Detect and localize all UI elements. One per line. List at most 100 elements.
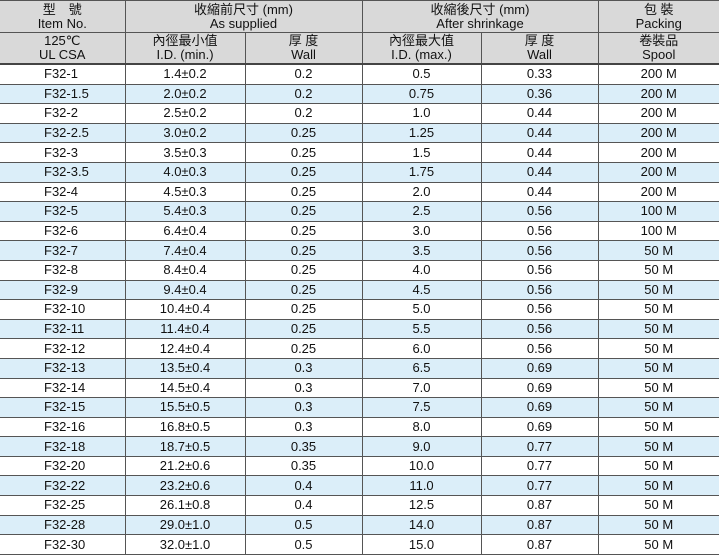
cell-spool: 50 M [597, 318, 719, 340]
cell-id-max: 4.0 [361, 259, 482, 281]
cell-item-no: F32-28 [0, 514, 126, 536]
cell-wall-supplied: 0.25 [244, 181, 363, 203]
cell-id-max: 3.5 [361, 240, 482, 261]
cell-id-max: 3.0 [361, 220, 482, 242]
cell-id-max: 12.5 [361, 495, 482, 516]
cell-id-min: 7.4±0.4 [124, 240, 246, 261]
table-row: F32-22 23.2±0.6 0.4 11.0 0.77 50 M [0, 475, 719, 497]
cell-spool: 100 M [597, 220, 719, 242]
cell-wall-shrunk: 0.44 [480, 122, 599, 144]
cell-spool: 50 M [597, 436, 719, 457]
table-row: F32-14 14.5±0.4 0.3 7.0 0.69 50 M [0, 377, 719, 399]
cell-id-max: 15.0 [361, 534, 482, 555]
cell-id-max: 11.0 [361, 475, 482, 497]
cell-spool: 50 M [597, 279, 719, 301]
table-row: F32-28 29.0±1.0 0.5 14.0 0.87 50 M [0, 514, 719, 536]
cell-spool: 50 M [597, 240, 719, 261]
cell-spool: 50 M [597, 357, 719, 379]
cell-spool: 50 M [597, 534, 719, 555]
cell-spool: 50 M [597, 514, 719, 536]
cell-wall-supplied: 0.3 [244, 416, 363, 438]
cell-wall-shrunk: 0.77 [480, 475, 599, 497]
cell-spool: 200 M [597, 122, 719, 144]
cell-wall-supplied: 0.2 [244, 63, 363, 85]
cell-item-no: F32-22 [0, 475, 126, 497]
cell-id-min: 3.5±0.3 [124, 142, 246, 163]
table-row: F32-7 7.4±0.4 0.25 3.5 0.56 50 M [0, 240, 719, 261]
header-spool: 卷裝品 Spool [597, 32, 719, 65]
cell-item-no: F32-20 [0, 455, 126, 477]
table-row: F32-1.5 2.0±0.2 0.2 0.75 0.36 200 M [0, 83, 719, 105]
cell-id-max: 4.5 [361, 279, 482, 301]
cell-wall-shrunk: 0.69 [480, 357, 599, 379]
cell-id-min: 16.8±0.5 [124, 416, 246, 438]
header-item-no: 型 號 Item No. [0, 0, 126, 33]
cell-item-no: F32-16 [0, 416, 126, 438]
cell-spool: 50 M [597, 377, 719, 399]
cell-item-no: F32-12 [0, 338, 126, 359]
cell-spool: 50 M [597, 299, 719, 320]
table-row: F32-3.5 4.0±0.3 0.25 1.75 0.44 200 M [0, 161, 719, 183]
cell-wall-shrunk: 0.69 [480, 416, 599, 438]
cell-wall-supplied: 0.25 [244, 220, 363, 242]
cell-id-max: 2.5 [361, 201, 482, 222]
cell-id-max: 9.0 [361, 436, 482, 457]
cell-item-no: F32-18 [0, 436, 126, 457]
table-row: F32-12 12.4±0.4 0.25 6.0 0.56 50 M [0, 338, 719, 359]
cell-wall-shrunk: 0.33 [480, 63, 599, 85]
cell-item-no: F32-5 [0, 201, 126, 222]
cell-wall-shrunk: 0.87 [480, 495, 599, 516]
cell-wall-shrunk: 0.44 [480, 181, 599, 203]
cell-item-no: F32-30 [0, 534, 126, 555]
cell-id-min: 13.5±0.4 [124, 357, 246, 379]
cell-item-no: F32-6 [0, 220, 126, 242]
cell-item-no: F32-4 [0, 181, 126, 203]
cell-wall-supplied: 0.3 [244, 357, 363, 379]
header-as-supplied: 收縮前尺寸 (mm) As supplied [124, 0, 363, 33]
header-after-shrinkage: 收縮後尺寸 (mm) After shrinkage [361, 0, 599, 33]
cell-wall-supplied: 0.25 [244, 240, 363, 261]
cell-spool: 100 M [597, 201, 719, 222]
cell-wall-shrunk: 0.87 [480, 534, 599, 555]
cell-wall-shrunk: 0.44 [480, 161, 599, 183]
cell-wall-supplied: 0.25 [244, 299, 363, 320]
cell-id-min: 9.4±0.4 [124, 279, 246, 301]
cell-wall-shrunk: 0.56 [480, 279, 599, 301]
header-id-max: 內徑最大值 I.D. (max.) [361, 32, 482, 65]
cell-wall-shrunk: 0.56 [480, 220, 599, 242]
cell-id-max: 2.0 [361, 181, 482, 203]
cell-wall-shrunk: 0.56 [480, 318, 599, 340]
cell-wall-supplied: 0.2 [244, 83, 363, 105]
cell-id-min: 32.0±1.0 [124, 534, 246, 555]
cell-wall-supplied: 0.25 [244, 122, 363, 144]
cell-item-no: F32-1 [0, 63, 126, 85]
cell-id-max: 7.0 [361, 377, 482, 399]
cell-id-min: 26.1±0.8 [124, 495, 246, 516]
header-id-min: 內徑最小值 I.D. (min.) [124, 32, 246, 65]
cell-item-no: F32-1.5 [0, 83, 126, 105]
table-row: F32-3 3.5±0.3 0.25 1.5 0.44 200 M [0, 142, 719, 163]
cell-wall-supplied: 0.25 [244, 338, 363, 359]
cell-wall-shrunk: 0.56 [480, 240, 599, 261]
table-row: F32-9 9.4±0.4 0.25 4.5 0.56 50 M [0, 279, 719, 301]
cell-spool: 200 M [597, 161, 719, 183]
cell-id-min: 8.4±0.4 [124, 259, 246, 281]
cell-item-no: F32-9 [0, 279, 126, 301]
cell-wall-supplied: 0.25 [244, 201, 363, 222]
cell-spool: 200 M [597, 83, 719, 105]
cell-wall-supplied: 0.5 [244, 514, 363, 536]
cell-id-min: 12.4±0.4 [124, 338, 246, 359]
cell-id-min: 2.5±0.2 [124, 103, 246, 124]
cell-id-max: 8.0 [361, 416, 482, 438]
cell-id-max: 6.0 [361, 338, 482, 359]
cell-wall-supplied: 0.5 [244, 534, 363, 555]
cell-id-min: 15.5±0.5 [124, 397, 246, 418]
cell-id-max: 5.0 [361, 299, 482, 320]
cell-spool: 50 M [597, 416, 719, 438]
table-row: F32-2 2.5±0.2 0.2 1.0 0.44 200 M [0, 103, 719, 124]
cell-wall-supplied: 0.4 [244, 475, 363, 497]
cell-wall-shrunk: 0.69 [480, 397, 599, 418]
cell-id-min: 4.0±0.3 [124, 161, 246, 183]
cell-item-no: F32-8 [0, 259, 126, 281]
